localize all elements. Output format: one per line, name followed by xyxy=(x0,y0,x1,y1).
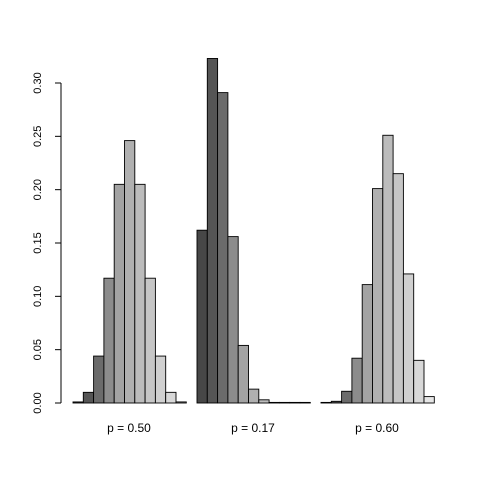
bar-1-7 xyxy=(268,401,280,404)
bar-0-3 xyxy=(103,277,115,404)
bar-0-4 xyxy=(113,183,125,404)
y-axis: 0.00 0.05 0.10 0.15 0.20 0.25 0.30 xyxy=(32,72,62,414)
bar-2-5 xyxy=(372,188,384,404)
bar-0-2 xyxy=(93,355,105,404)
y-tick-label-5: 0.25 xyxy=(32,126,44,147)
bar-0-5 xyxy=(124,140,136,404)
y-tick-label-6: 0.30 xyxy=(32,72,44,93)
bar-0-8 xyxy=(154,355,167,404)
bar-1-5 xyxy=(248,388,260,404)
bar-group-1 xyxy=(196,58,311,404)
bar-0-7 xyxy=(144,277,156,404)
bar-1-4 xyxy=(237,344,249,404)
bar-0-1 xyxy=(82,391,95,404)
bar-2-0 xyxy=(320,401,332,404)
group-labels: p = 0.50 p = 0.17 p = 0.60 xyxy=(107,421,399,435)
bar-0-6 xyxy=(134,183,146,404)
bar-1-9 xyxy=(289,401,301,404)
bar-1-10 xyxy=(299,401,311,404)
bar-2-6 xyxy=(382,134,394,404)
bar-2-4 xyxy=(361,284,373,404)
bar-1-8 xyxy=(278,401,291,404)
bar-2-8 xyxy=(402,273,415,404)
bar-0-9 xyxy=(165,391,177,404)
bars-layer xyxy=(72,58,435,404)
bar-0-10 xyxy=(175,401,187,404)
group-label-0: p = 0.50 xyxy=(107,421,151,435)
y-tick-label-0: 0.00 xyxy=(32,392,44,413)
y-tick-label-4: 0.20 xyxy=(32,179,44,200)
bar-group-0 xyxy=(72,140,187,404)
bar-1-3 xyxy=(227,236,239,404)
y-tick-label-1: 0.05 xyxy=(32,339,44,360)
bar-2-10 xyxy=(423,396,435,404)
y-tick-label-2: 0.10 xyxy=(32,286,44,307)
bar-2-7 xyxy=(392,173,404,404)
bar-1-2 xyxy=(217,92,229,404)
bar-2-1 xyxy=(330,400,343,404)
group-label-2: p = 0.60 xyxy=(355,421,399,435)
y-tick-label-3: 0.15 xyxy=(32,232,44,253)
bar-2-2 xyxy=(341,390,353,404)
group-label-1: p = 0.17 xyxy=(231,421,275,435)
bar-1-0 xyxy=(196,229,208,404)
bar-1-6 xyxy=(258,399,270,404)
bar-1-1 xyxy=(206,58,219,404)
bar-2-9 xyxy=(413,359,425,404)
bar-2-3 xyxy=(351,357,363,404)
bar-group-2 xyxy=(320,134,435,404)
bar-0-0 xyxy=(72,401,84,404)
